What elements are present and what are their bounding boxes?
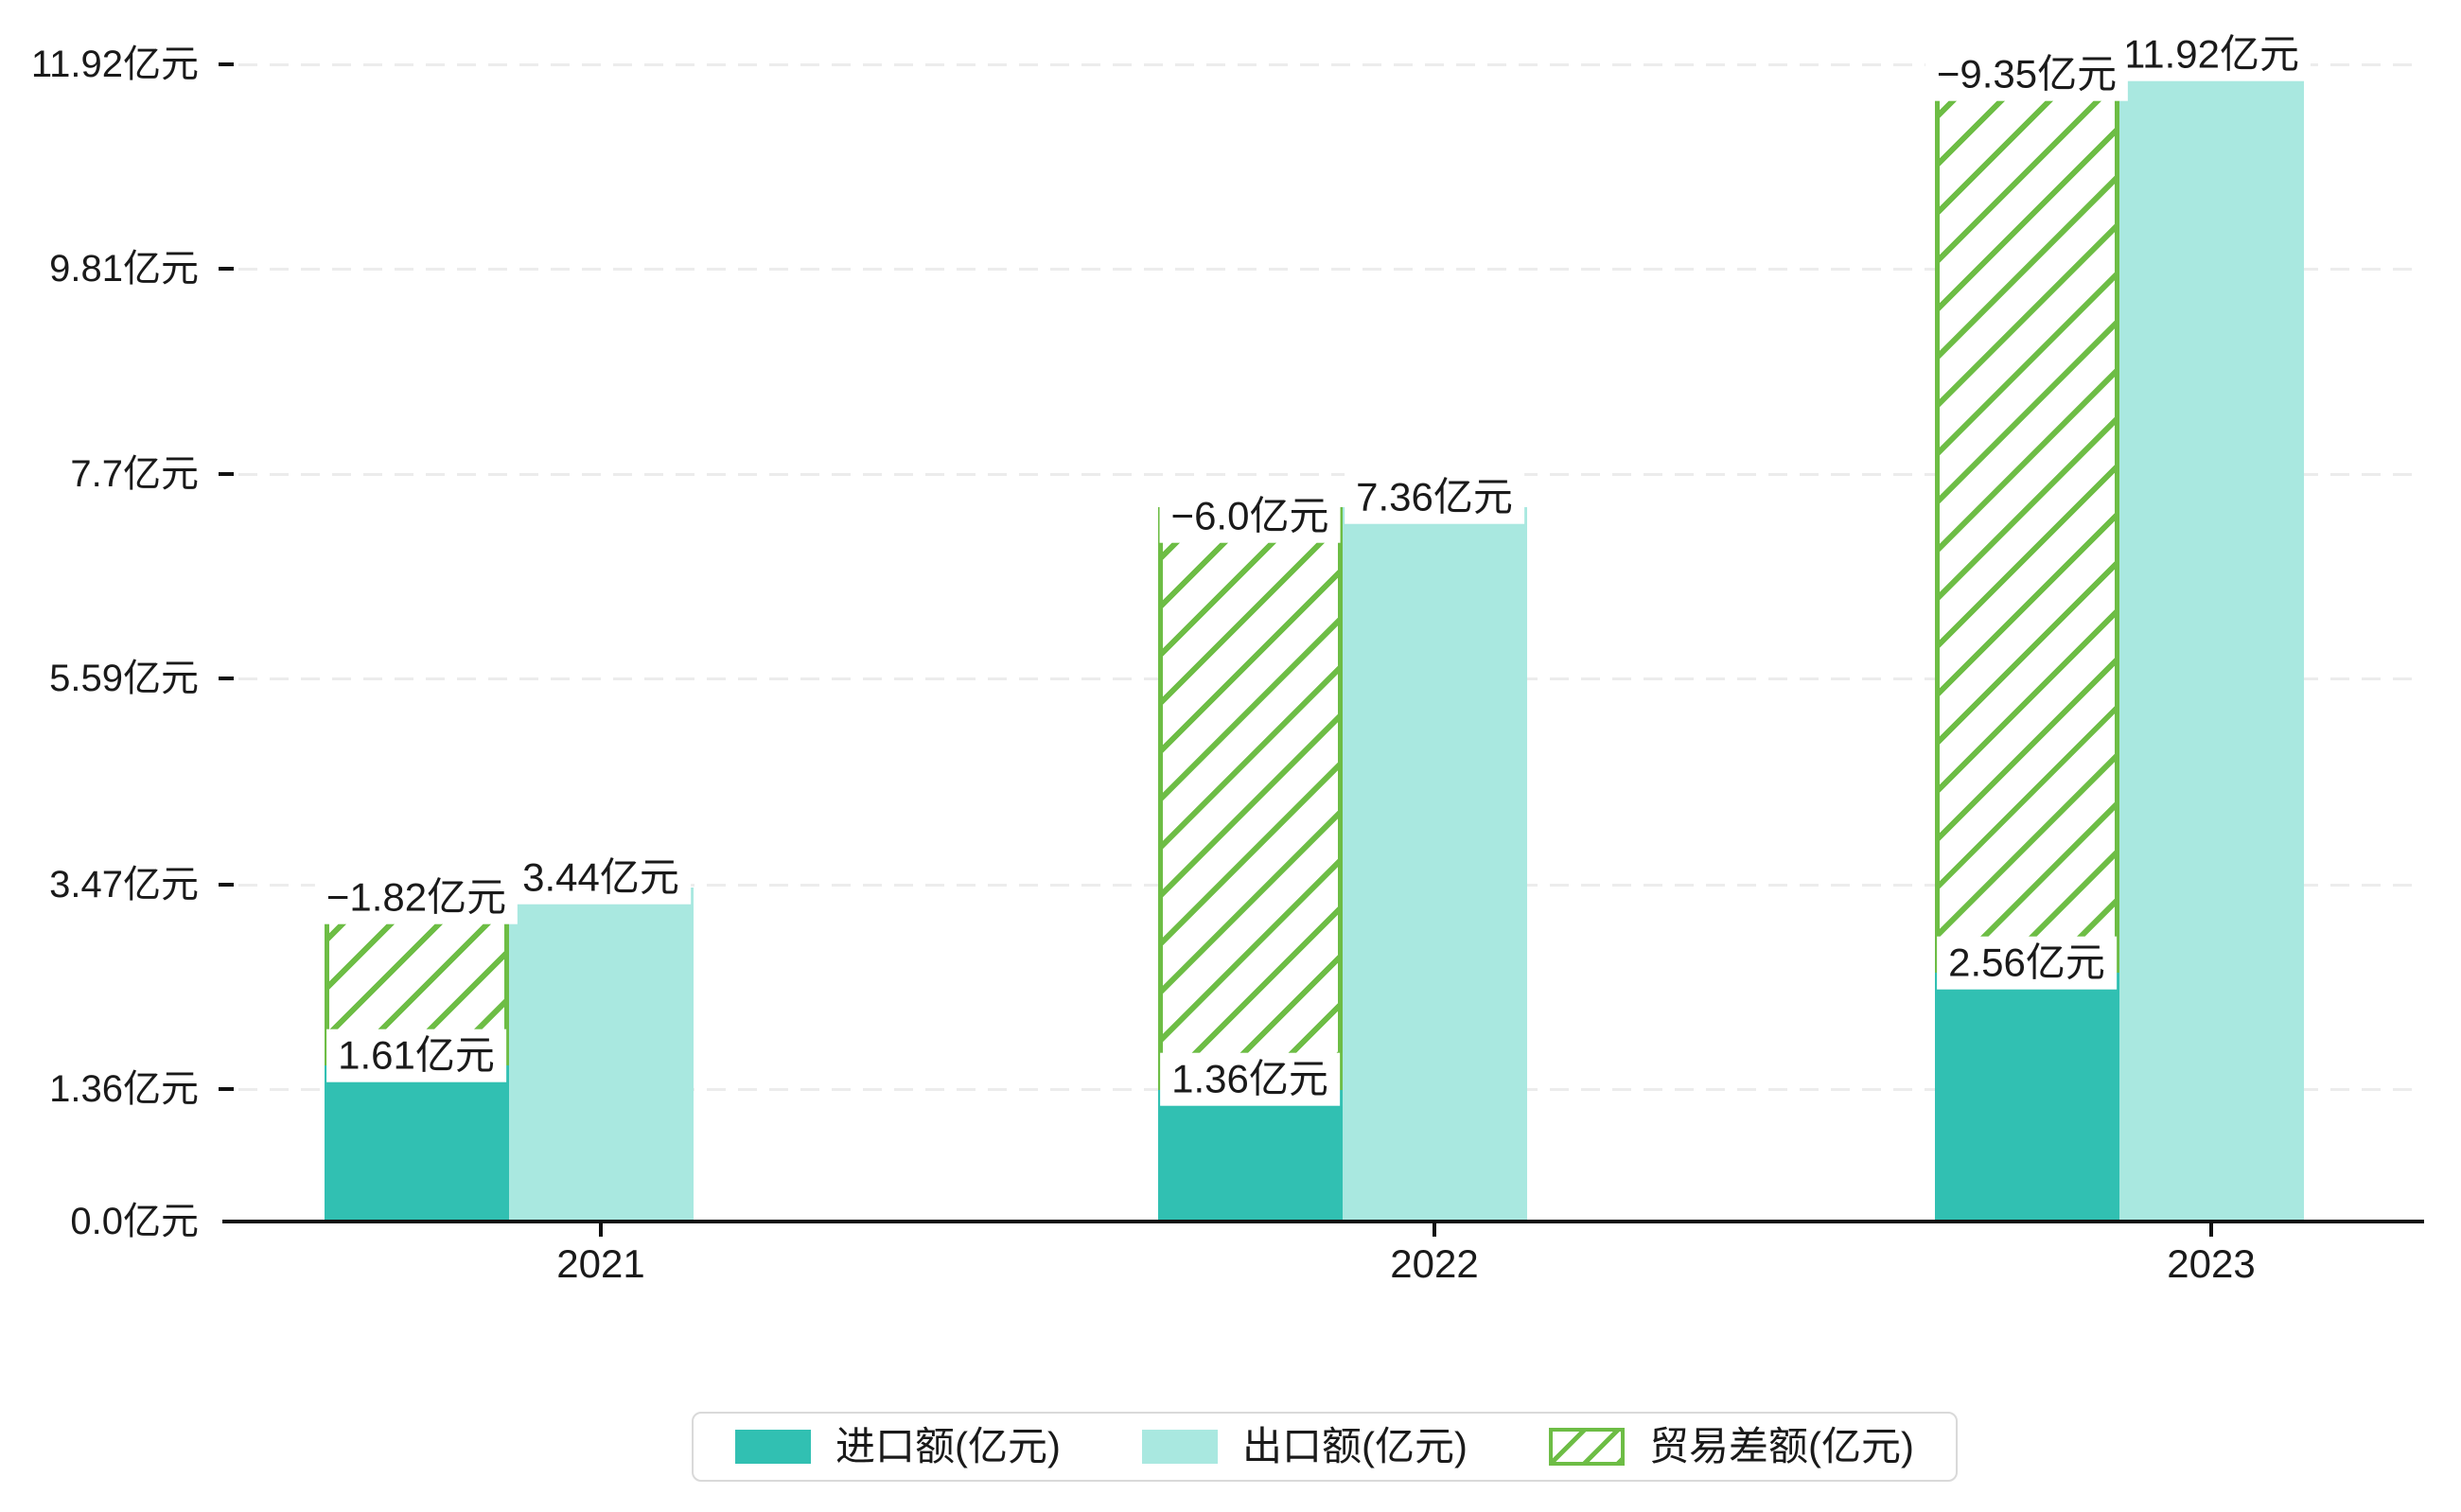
import-bar-2021 [325, 1065, 509, 1220]
y-axis-tick [219, 62, 234, 66]
y-axis-tick [219, 472, 234, 476]
legend-item-import: 进口额(亿元) [735, 1427, 1061, 1467]
x-axis-year-label-2021: 2021 [556, 1241, 645, 1286]
y-axis-tick [219, 1087, 234, 1091]
y-axis-tick-label: 11.92亿元 [30, 44, 199, 85]
gridline [238, 63, 2418, 66]
export-bar-label-2023: 11.92亿元 [2112, 27, 2311, 81]
gridline [238, 268, 2418, 271]
legend-label-trade-balance: 贸易差额(亿元) [1648, 1424, 1914, 1468]
legend-label-export: 出口额(亿元) [1242, 1424, 1468, 1468]
y-axis-tick-label: 1.36亿元 [49, 1068, 199, 1110]
x-axis-line [222, 1220, 2424, 1223]
gridline [238, 473, 2418, 476]
x-axis-tick [2209, 1223, 2213, 1237]
trade-balance-label-2021: −1.82亿元 [314, 870, 519, 924]
export-bar-label-2022: 7.36亿元 [1345, 470, 1524, 524]
import-bar-2022 [1158, 1089, 1343, 1220]
export-bar-label-2021: 3.44亿元 [511, 851, 691, 905]
legend-item-trade-balance: 贸易差额(亿元) [1548, 1424, 1914, 1468]
legend-item-export: 出口额(亿元) [1142, 1427, 1468, 1467]
trade-balance-bar-2022 [1158, 507, 1343, 1090]
y-axis-tick [219, 677, 234, 680]
export-bar-2023 [2119, 64, 2304, 1220]
y-axis-tick [219, 883, 234, 887]
import-swatch-icon [735, 1430, 812, 1464]
legend-label-import: 进口额(亿元) [835, 1424, 1062, 1468]
export-bar-2022 [1343, 507, 1527, 1220]
trade-balance-swatch-icon [1548, 1428, 1625, 1466]
trade-balance-bar-2023 [1935, 65, 2119, 973]
import-bar-label-2023: 2.56亿元 [1937, 936, 2117, 990]
y-axis-tick [219, 267, 234, 271]
x-axis-year-label-2022: 2022 [1390, 1241, 1479, 1286]
x-axis-tick [1433, 1223, 1436, 1237]
x-axis-tick [599, 1223, 603, 1237]
y-axis-tick-label: 5.59亿元 [49, 658, 199, 699]
export-bar-2021 [509, 888, 694, 1220]
import-bar-label-2021: 1.61亿元 [326, 1029, 506, 1082]
legend: 进口额(亿元) 出口额(亿元) 贸易差额(亿元) [692, 1412, 1958, 1482]
y-axis-tick-label: 0.0亿元 [70, 1201, 199, 1242]
export-swatch-icon [1142, 1430, 1219, 1464]
import-bar-label-2022: 1.36亿元 [1160, 1052, 1340, 1106]
trade-balance-label-2023: −9.35亿元 [1925, 47, 2129, 101]
x-axis-year-label-2023: 2023 [2167, 1241, 2256, 1286]
import-bar-2023 [1935, 973, 2119, 1220]
y-axis-tick-label: 3.47亿元 [49, 864, 199, 905]
y-axis-tick-label: 9.81亿元 [49, 248, 199, 290]
trade-balance-label-2022: −6.0亿元 [1159, 489, 1341, 543]
y-axis-tick-label: 7.7亿元 [70, 453, 199, 495]
